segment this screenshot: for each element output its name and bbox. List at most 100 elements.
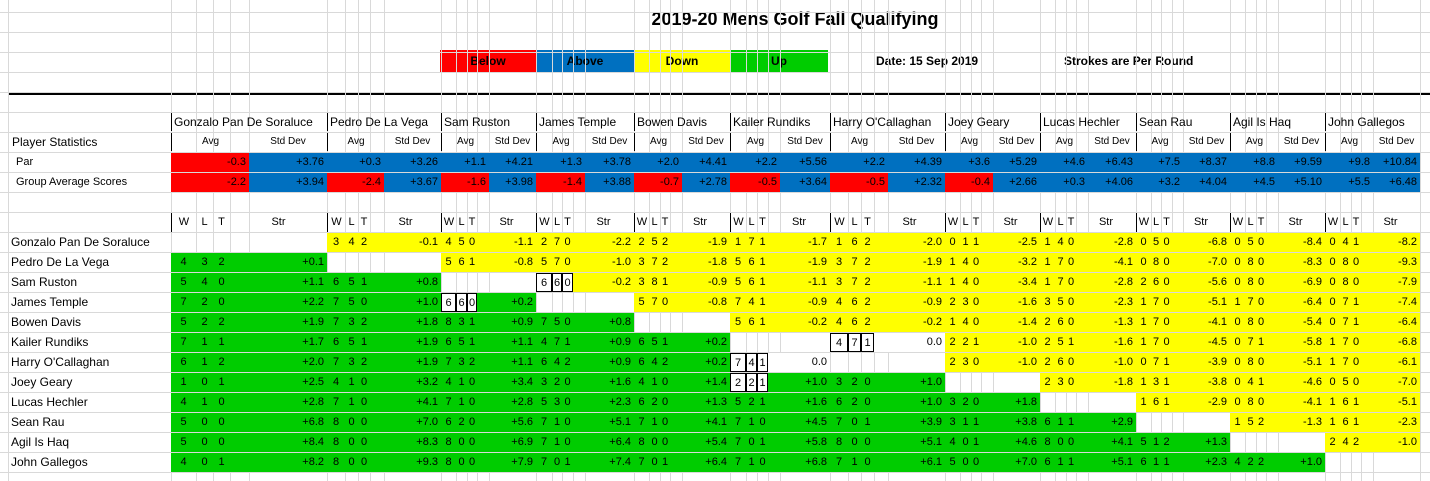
strokes-value: -2.0 — [874, 233, 945, 252]
par-avg: +9.8 — [1325, 153, 1373, 172]
wins-value: 1 — [1136, 373, 1151, 392]
wins-value: 7 — [830, 453, 848, 472]
ties-value: 1 — [1066, 333, 1076, 352]
wins-value: 7 — [730, 353, 746, 372]
losses-value: 5 — [1245, 413, 1256, 432]
strokes-value: -4.1 — [1266, 393, 1325, 412]
ties-value: 2 — [660, 233, 670, 252]
avg-header: Avg — [730, 133, 780, 151]
strokes-value: +2.5 — [230, 373, 327, 392]
par-avg: +4.6 — [1040, 153, 1088, 172]
strokes-value: +6.4 — [573, 433, 634, 452]
ties-value: 0 — [1351, 333, 1361, 352]
losses-value: 1 — [960, 233, 971, 252]
strokes-value: +1.9 — [230, 313, 327, 332]
losses-value: 3 — [1055, 373, 1066, 392]
ties-value: 0 — [971, 313, 981, 332]
losses-value: 5 — [1151, 233, 1161, 252]
strokes-value: +6.8 — [768, 453, 830, 472]
ties-value: 0 — [213, 433, 230, 452]
losses-value: 7 — [1340, 353, 1351, 372]
wins-value: 1 — [1325, 333, 1340, 352]
strokes-value: +2.8 — [477, 393, 536, 412]
l-header: L — [1152, 216, 1160, 228]
strokes-value: 0.0 — [768, 353, 830, 372]
avg-header: Avg — [1136, 133, 1183, 151]
strokes-value: +2.9 — [1076, 413, 1136, 432]
losses-value: 7 — [1340, 333, 1351, 352]
group-std-dev: +2.78 — [682, 173, 730, 192]
strokes-value: +0.8 — [573, 313, 634, 332]
wins-value: 2 — [536, 233, 552, 252]
losses-value: 0 — [746, 433, 757, 452]
column-player-name: Gonzalo Pan De Soraluce — [171, 113, 327, 131]
par-std-dev: +5.56 — [780, 153, 830, 172]
ties-value: 0 — [1066, 293, 1076, 312]
wins-value: 1 — [1136, 313, 1151, 332]
par-avg: -0.3 — [171, 153, 249, 172]
ties-value: 1 — [1256, 373, 1266, 392]
losses-value: 5 — [345, 333, 358, 352]
ties-value: 0 — [358, 393, 370, 412]
ties-value: 1 — [971, 413, 981, 432]
l-header: L — [651, 216, 658, 228]
group-std-dev: +3.67 — [384, 173, 441, 192]
strokes-value: -0.2 — [874, 313, 945, 332]
ties-value: 0 — [358, 433, 370, 452]
w-header: W — [945, 213, 960, 232]
t-header: T — [972, 216, 980, 228]
str-header: Str — [1098, 216, 1114, 228]
losses-value: 5 — [456, 333, 467, 352]
ties-value: 2 — [1256, 453, 1266, 472]
wins-value: 5 — [171, 273, 196, 292]
losses-value: 7 — [649, 293, 660, 312]
wins-value: 1 — [1040, 253, 1055, 272]
ties-value: 0 — [358, 453, 370, 472]
wins-value: 1 — [730, 233, 746, 252]
losses-value: 4 — [1340, 233, 1351, 252]
ties-value: 2 — [358, 233, 370, 252]
wins-value: 4 — [171, 453, 196, 472]
wins-value: 7 — [327, 353, 345, 372]
t-header: T — [1067, 216, 1075, 228]
group-avg: +3.2 — [1136, 173, 1183, 192]
ties-value: 0 — [1161, 293, 1172, 312]
losses-value: 6 — [552, 273, 562, 292]
ties-value: 0 — [660, 433, 670, 452]
strokes-value: -5.1 — [1266, 353, 1325, 372]
w-header: W — [1230, 213, 1245, 232]
par-avg: +2.0 — [634, 153, 682, 172]
ties-value: 0 — [1066, 253, 1076, 272]
strokes-value: +4.1 — [1076, 433, 1136, 452]
gridline — [0, 132, 1430, 133]
strokes-value: +1.9 — [370, 353, 441, 372]
ties-value: 0 — [971, 453, 981, 472]
ties-value: 1 — [660, 333, 670, 352]
gridline — [0, 72, 1430, 73]
losses-value: 5 — [649, 233, 660, 252]
wins-value: 1 — [1040, 273, 1055, 292]
strokes-value: -7.0 — [1361, 373, 1420, 392]
wins-value: 7 — [730, 413, 746, 432]
ties-value: 0 — [1066, 353, 1076, 372]
wins-value: 8 — [327, 453, 345, 472]
ties-value: 0 — [562, 433, 573, 452]
str-header: Str — [499, 216, 514, 228]
losses-value: 5 — [1245, 233, 1256, 252]
wins-value: 6 — [634, 353, 649, 372]
wins-value: 0 — [1325, 233, 1340, 252]
strokes-value: -1.0 — [573, 253, 634, 272]
gridline — [0, 192, 1430, 193]
gridline — [0, 392, 1430, 393]
losses-value: 7 — [1340, 293, 1351, 312]
std-dev-header: Std Dev — [1378, 136, 1415, 147]
ties-value: 2 — [562, 353, 573, 372]
wins-value: 0 — [1325, 293, 1340, 312]
losses-value: 6 — [746, 253, 757, 272]
strokes-value: -6.8 — [1361, 333, 1420, 352]
wins-value: 5 — [536, 253, 552, 272]
losses-value: 8 — [1245, 253, 1256, 272]
losses-value: 1 — [456, 373, 467, 392]
losses-value: 6 — [456, 253, 467, 272]
losses-value: 2 — [196, 293, 213, 312]
